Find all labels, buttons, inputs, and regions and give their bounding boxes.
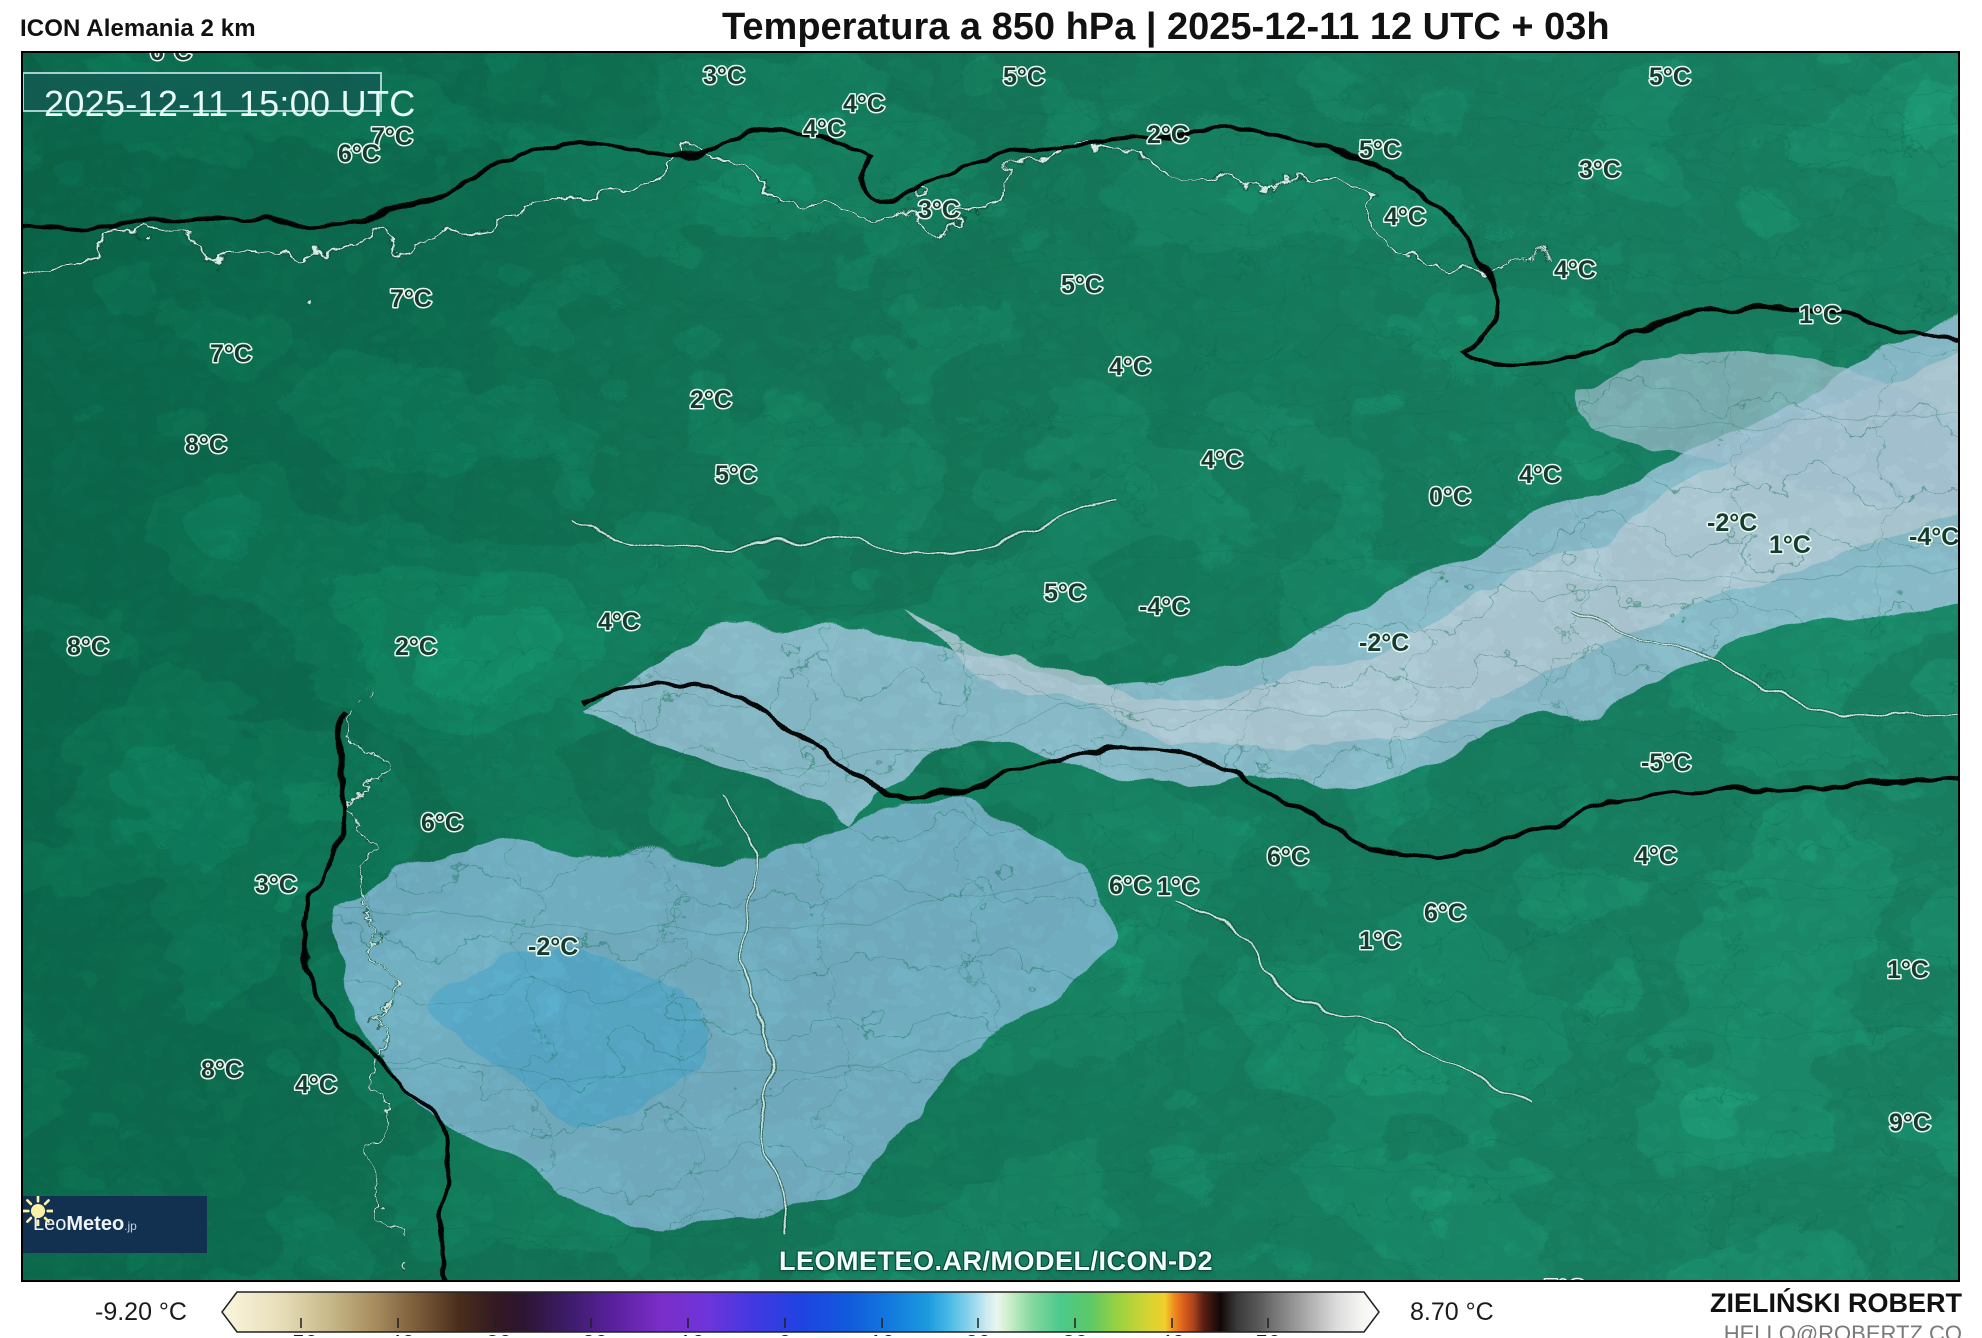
svg-text:7°C: 7°C — [210, 340, 252, 368]
svg-text:6°C: 6°C — [150, 53, 192, 66]
svg-text:-2°C: -2°C — [1707, 509, 1757, 537]
svg-text:-30: -30 — [478, 1330, 511, 1336]
svg-text:6°C: 6°C — [1267, 843, 1309, 871]
svg-text:2°C: 2°C — [1147, 121, 1189, 149]
svg-text:5°C: 5°C — [1044, 579, 1086, 607]
svg-text:6°C: 6°C — [455, 1280, 497, 1282]
svg-text:3°C: 3°C — [255, 871, 297, 899]
svg-text:7°C: 7°C — [1544, 1275, 1586, 1282]
svg-text:4°C: 4°C — [1554, 256, 1596, 284]
svg-text:3°C: 3°C — [1579, 156, 1621, 184]
svg-text:2°C: 2°C — [395, 633, 437, 661]
svg-text:6°C: 6°C — [1109, 872, 1151, 900]
svg-text:10: 10 — [869, 1330, 895, 1336]
svg-text:5°C: 5°C — [1359, 136, 1401, 164]
svg-text:-4°C: -4°C — [1139, 593, 1189, 621]
svg-text:-20: -20 — [574, 1330, 607, 1336]
svg-text:4°C: 4°C — [1519, 461, 1561, 489]
svg-text:5°C: 5°C — [715, 461, 757, 489]
svg-text:20: 20 — [965, 1330, 991, 1336]
svg-text:2°C: 2°C — [690, 386, 732, 414]
svg-text:-2°C: -2°C — [528, 933, 578, 961]
svg-text:3°C: 3°C — [703, 62, 745, 90]
svg-text:40: 40 — [1159, 1330, 1185, 1336]
svg-text:0°C: 0°C — [1429, 483, 1471, 511]
svg-text:4°C: 4°C — [1201, 446, 1243, 474]
svg-text:-2°C: -2°C — [1359, 629, 1409, 657]
svg-text:3°C: 3°C — [918, 196, 960, 224]
svg-text:6°C: 6°C — [338, 140, 380, 168]
svg-text:4°C: 4°C — [598, 608, 640, 636]
svg-text:1°C: 1°C — [1799, 301, 1841, 329]
svg-text:9°C: 9°C — [1889, 1109, 1931, 1137]
svg-text:7°C: 7°C — [390, 285, 432, 313]
svg-text:1°C: 1°C — [1157, 873, 1199, 901]
svg-text:8°C: 8°C — [67, 633, 109, 661]
svg-text:-40: -40 — [381, 1330, 414, 1336]
svg-text:30: 30 — [1062, 1330, 1088, 1336]
svg-text:5°C: 5°C — [1649, 63, 1691, 91]
svg-text:4°C: 4°C — [803, 115, 845, 143]
svg-text:8°C: 8°C — [201, 1056, 243, 1084]
svg-text:1°C: 1°C — [1359, 927, 1401, 955]
svg-text:-50: -50 — [284, 1330, 317, 1336]
svg-text:-10: -10 — [671, 1330, 704, 1336]
svg-text:1°C: 1°C — [1887, 956, 1929, 984]
svg-text:4°C: 4°C — [1384, 203, 1426, 231]
svg-text:4°C: 4°C — [295, 1071, 337, 1099]
svg-text:6°C: 6°C — [1424, 899, 1466, 927]
svg-text:5°C: 5°C — [1003, 63, 1045, 91]
svg-text:-5°C: -5°C — [1641, 749, 1691, 777]
svg-text:8°C: 8°C — [185, 431, 227, 459]
svg-text:1°C: 1°C — [1769, 531, 1811, 559]
svg-text:4°C: 4°C — [1635, 842, 1677, 870]
svg-text:5°C: 5°C — [1061, 271, 1103, 299]
svg-text:4°C: 4°C — [843, 90, 885, 118]
svg-text:-4°C: -4°C — [1909, 523, 1959, 551]
svg-text:0: 0 — [779, 1330, 792, 1336]
svg-text:50: 50 — [1255, 1330, 1281, 1336]
svg-text:6°C: 6°C — [421, 809, 463, 837]
svg-text:4°C: 4°C — [1109, 353, 1151, 381]
